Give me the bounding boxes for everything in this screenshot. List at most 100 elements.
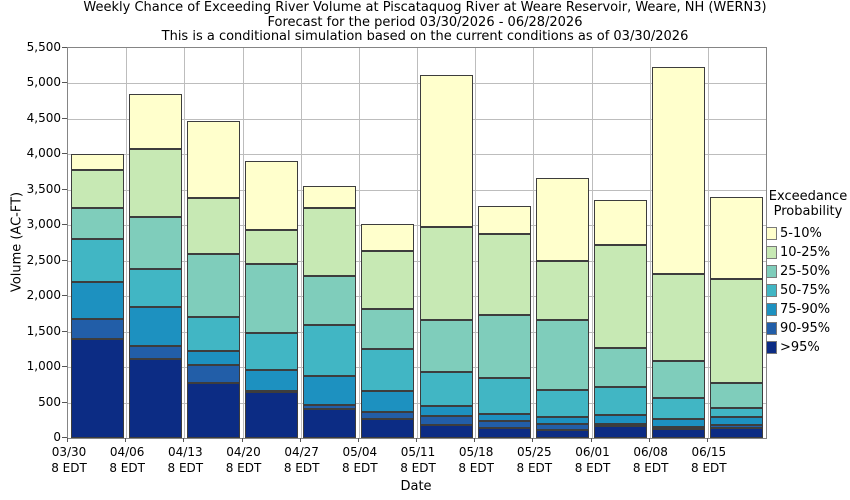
chart-title-line-3: This is a conditional simulation based o…: [161, 29, 689, 45]
bar-segment-5-10%: [477, 206, 531, 234]
legend-swatch-75-90%: [766, 303, 777, 316]
x-tick-label-time: 8 EDT: [283, 461, 320, 475]
x-tick-mark: [474, 438, 476, 442]
bar-segment-25-50%: [652, 360, 706, 398]
gridline-vertical: [475, 48, 477, 438]
gridline-vertical: [533, 48, 535, 438]
y-tick-mark: [62, 188, 67, 190]
chart-title-line-1: Weekly Chance of Exceeding River Volume …: [83, 0, 767, 15]
legend-item: 5-10%: [766, 224, 850, 243]
x-tick-label-date: 04/20: [226, 445, 261, 459]
gridline-vertical: [126, 48, 128, 438]
legend-item: 50-75%: [766, 281, 850, 300]
x-tick-label: 05/25 8 EDT: [517, 444, 553, 476]
gridline-vertical: [649, 48, 651, 438]
bar-segment-25-50%: [128, 216, 182, 270]
bar-segment-90-95%: [128, 345, 182, 360]
bar-segment-75-90%: [710, 417, 764, 426]
gridline-vertical: [184, 48, 186, 438]
x-tick-mark: [241, 438, 243, 442]
y-tick-label: 2,000: [26, 288, 61, 303]
bar-segment-90-95%: [361, 411, 415, 420]
bar-segment-5-10%: [419, 74, 473, 228]
bar-segment-75-90%: [419, 406, 473, 417]
legend-title-line-1: Exceedance: [768, 189, 848, 204]
bar-segment-5-10%: [186, 121, 240, 198]
x-tick-mark: [590, 438, 592, 442]
bar-segment-75-90%: [70, 282, 124, 319]
bar-segment-10-25%: [535, 260, 589, 321]
x-tick-label-date: 05/18: [458, 445, 494, 459]
bar-segment-50-75%: [652, 397, 706, 420]
legend-item-label: 5-10%: [780, 226, 822, 241]
bar-segment->95%: [652, 428, 706, 438]
bar-segment-10-25%: [652, 274, 706, 361]
bar-segment-90-95%: [652, 426, 706, 429]
x-tick-label: 03/30 8 EDT: [51, 444, 87, 476]
gridline-vertical: [242, 48, 244, 438]
x-tick-label-time: 8 EDT: [109, 461, 145, 475]
bar-segment-10-25%: [303, 208, 357, 277]
x-tick-label: 04/06 8 EDT: [109, 444, 145, 476]
x-tick-mark: [648, 438, 650, 442]
bar-segment-5-10%: [594, 200, 648, 246]
x-tick-label-date: 05/04: [342, 445, 378, 459]
x-tick-label-date: 04/13: [168, 445, 203, 459]
bar-segment-90-95%: [594, 423, 648, 426]
x-tick-label: 04/27 8 EDT: [284, 444, 320, 476]
bar-segment-5-10%: [70, 154, 124, 170]
bar-segment->95%: [128, 359, 182, 438]
bar-segment->95%: [186, 383, 240, 438]
bar-segment-25-50%: [594, 347, 648, 387]
bar-segment-10-25%: [361, 250, 415, 309]
bar-segment-50-75%: [70, 238, 124, 282]
legend: Exceedance Probability 5-10% 10-25% 25-50%…: [766, 189, 850, 357]
legend-item: 10-25%: [766, 243, 850, 262]
bar-segment-50-75%: [594, 386, 648, 415]
gridline-vertical: [417, 48, 418, 438]
bar-segment-50-75%: [303, 325, 357, 376]
x-tick-label: 05/18 8 EDT: [458, 444, 494, 476]
bar-segment-5-10%: [535, 177, 589, 261]
legend-item-label: 10-25%: [780, 245, 831, 260]
bar-segment-5-10%: [361, 223, 415, 251]
x-tick-label-date: 06/15: [691, 445, 727, 459]
bar-segment->95%: [70, 338, 124, 438]
bar-segment-90-95%: [303, 405, 357, 410]
stacked-bar-04/06: [128, 48, 182, 438]
x-tick-label-date: 04/06: [109, 445, 145, 459]
x-axis-title: Date: [400, 479, 432, 494]
bar-segment-25-50%: [303, 276, 357, 326]
x-tick-label: 06/01 8 EDT: [575, 444, 611, 476]
bar-segment-90-95%: [186, 364, 240, 384]
bar-segment-25-50%: [535, 320, 589, 390]
x-tick-label-time: 8 EDT: [400, 461, 436, 475]
legend-title: Exceedance Probability: [766, 189, 850, 219]
y-tick-label: 0: [53, 430, 61, 444]
bar-segment-50-75%: [535, 389, 589, 417]
bar-segment->95%: [361, 419, 415, 438]
x-tick-label: 05/04 8 EDT: [342, 444, 378, 476]
x-tick-label-time: 8 EDT: [458, 461, 494, 475]
bar-segment-75-90%: [186, 350, 240, 365]
x-tick-mark: [357, 438, 359, 442]
y-tick-label: 5,000: [26, 75, 61, 90]
bar-segment-50-75%: [128, 269, 182, 307]
stacked-bar-04/13: [186, 48, 240, 438]
legend-item-label: >95%: [780, 340, 820, 355]
legend-swatch-50-75%: [766, 284, 777, 297]
x-tick-mark: [706, 438, 708, 442]
x-tick-label: 04/20 8 EDT: [226, 444, 262, 476]
bar-segment->95%: [303, 409, 357, 438]
bar-segment-75-90%: [535, 416, 589, 424]
stacked-bar-06/15: [710, 48, 764, 438]
bar-segment->95%: [477, 428, 531, 438]
bar-segment-50-75%: [361, 348, 415, 391]
legend-item: 90-95%: [766, 319, 850, 338]
bar-segment-10-25%: [710, 279, 764, 383]
x-tick-label-date: 05/25: [517, 445, 552, 459]
legend-swatch-5-10%: [766, 227, 777, 240]
y-tick-label: 5,500: [26, 40, 61, 54]
x-tick-mark: [416, 438, 417, 442]
